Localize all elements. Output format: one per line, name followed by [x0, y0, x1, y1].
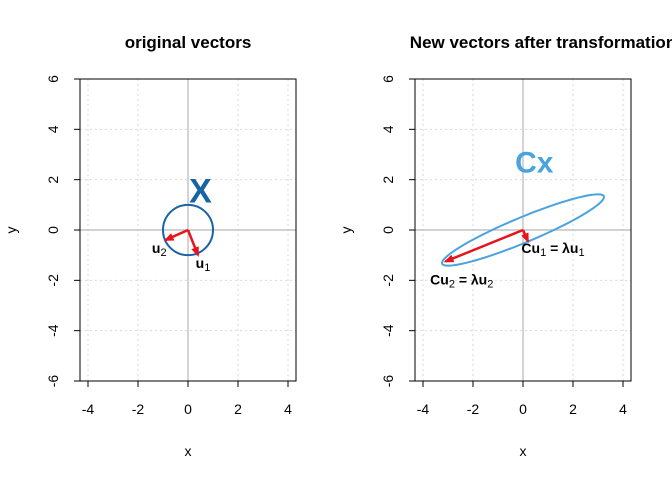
transformed-ellipse: [441, 193, 605, 267]
y-tick-label: -4: [45, 324, 61, 337]
y-tick-label: -6: [45, 375, 61, 388]
x-tick-label: -4: [417, 401, 430, 417]
x-tick-label: 0: [184, 401, 192, 417]
unit-circle: [162, 203, 214, 257]
y-tick-label: -4: [380, 324, 396, 337]
vector-cu1: [521, 229, 530, 244]
x-axis-label: x: [520, 443, 527, 459]
label-u1: u1: [196, 255, 211, 274]
x-tick-label: -2: [467, 401, 480, 417]
vector-u1: [186, 229, 200, 258]
x-tick-label: -2: [132, 401, 145, 417]
y-axis-label: y: [3, 227, 19, 234]
y-tick-label: 2: [380, 176, 396, 184]
label-u2: u2: [152, 240, 167, 259]
chart-title: New vectors after transformation: [410, 33, 672, 52]
x-tick-label: 2: [234, 401, 242, 417]
label-cx: Cx: [515, 146, 554, 179]
y-tick-label: -2: [380, 274, 396, 287]
y-tick-label: 4: [45, 125, 61, 133]
y-tick-label: 6: [380, 75, 396, 83]
y-tick-label: -6: [380, 375, 396, 388]
y-tick-label: 2: [45, 176, 61, 184]
x-tick-label: 4: [619, 401, 627, 417]
x-axis-label: x: [185, 443, 192, 459]
vector-cu2: [443, 228, 524, 263]
x-tick-label: 4: [284, 401, 292, 417]
vector-u2: [163, 228, 189, 242]
x-tick-label: 2: [569, 401, 577, 417]
y-tick-label: 0: [45, 226, 61, 234]
x-tick-label: -4: [82, 401, 95, 417]
label-x: X: [189, 172, 212, 210]
chart-title: original vectors: [125, 33, 252, 52]
chart-panel-2: -4 -2 0 2 4 -6 -4 -2 0 2 4 6 New vectors after trans…: [338, 33, 672, 459]
label-cu1: Cu1 = λu1: [521, 240, 584, 259]
label-cu2: Cu2 = λu2: [430, 271, 493, 290]
y-tick-label: 6: [45, 75, 61, 83]
x-tick-label: 0: [519, 401, 527, 417]
y-tick-label: 0: [380, 226, 396, 234]
chart-panel-1: -4 -2 0 2 4 -6 -4 -2 0 2 4 6 original vectors x y Xu2 u1: [3, 33, 297, 459]
y-tick-label: 4: [380, 125, 396, 133]
y-axis-label: y: [338, 227, 354, 234]
y-tick-label: -2: [45, 274, 61, 287]
